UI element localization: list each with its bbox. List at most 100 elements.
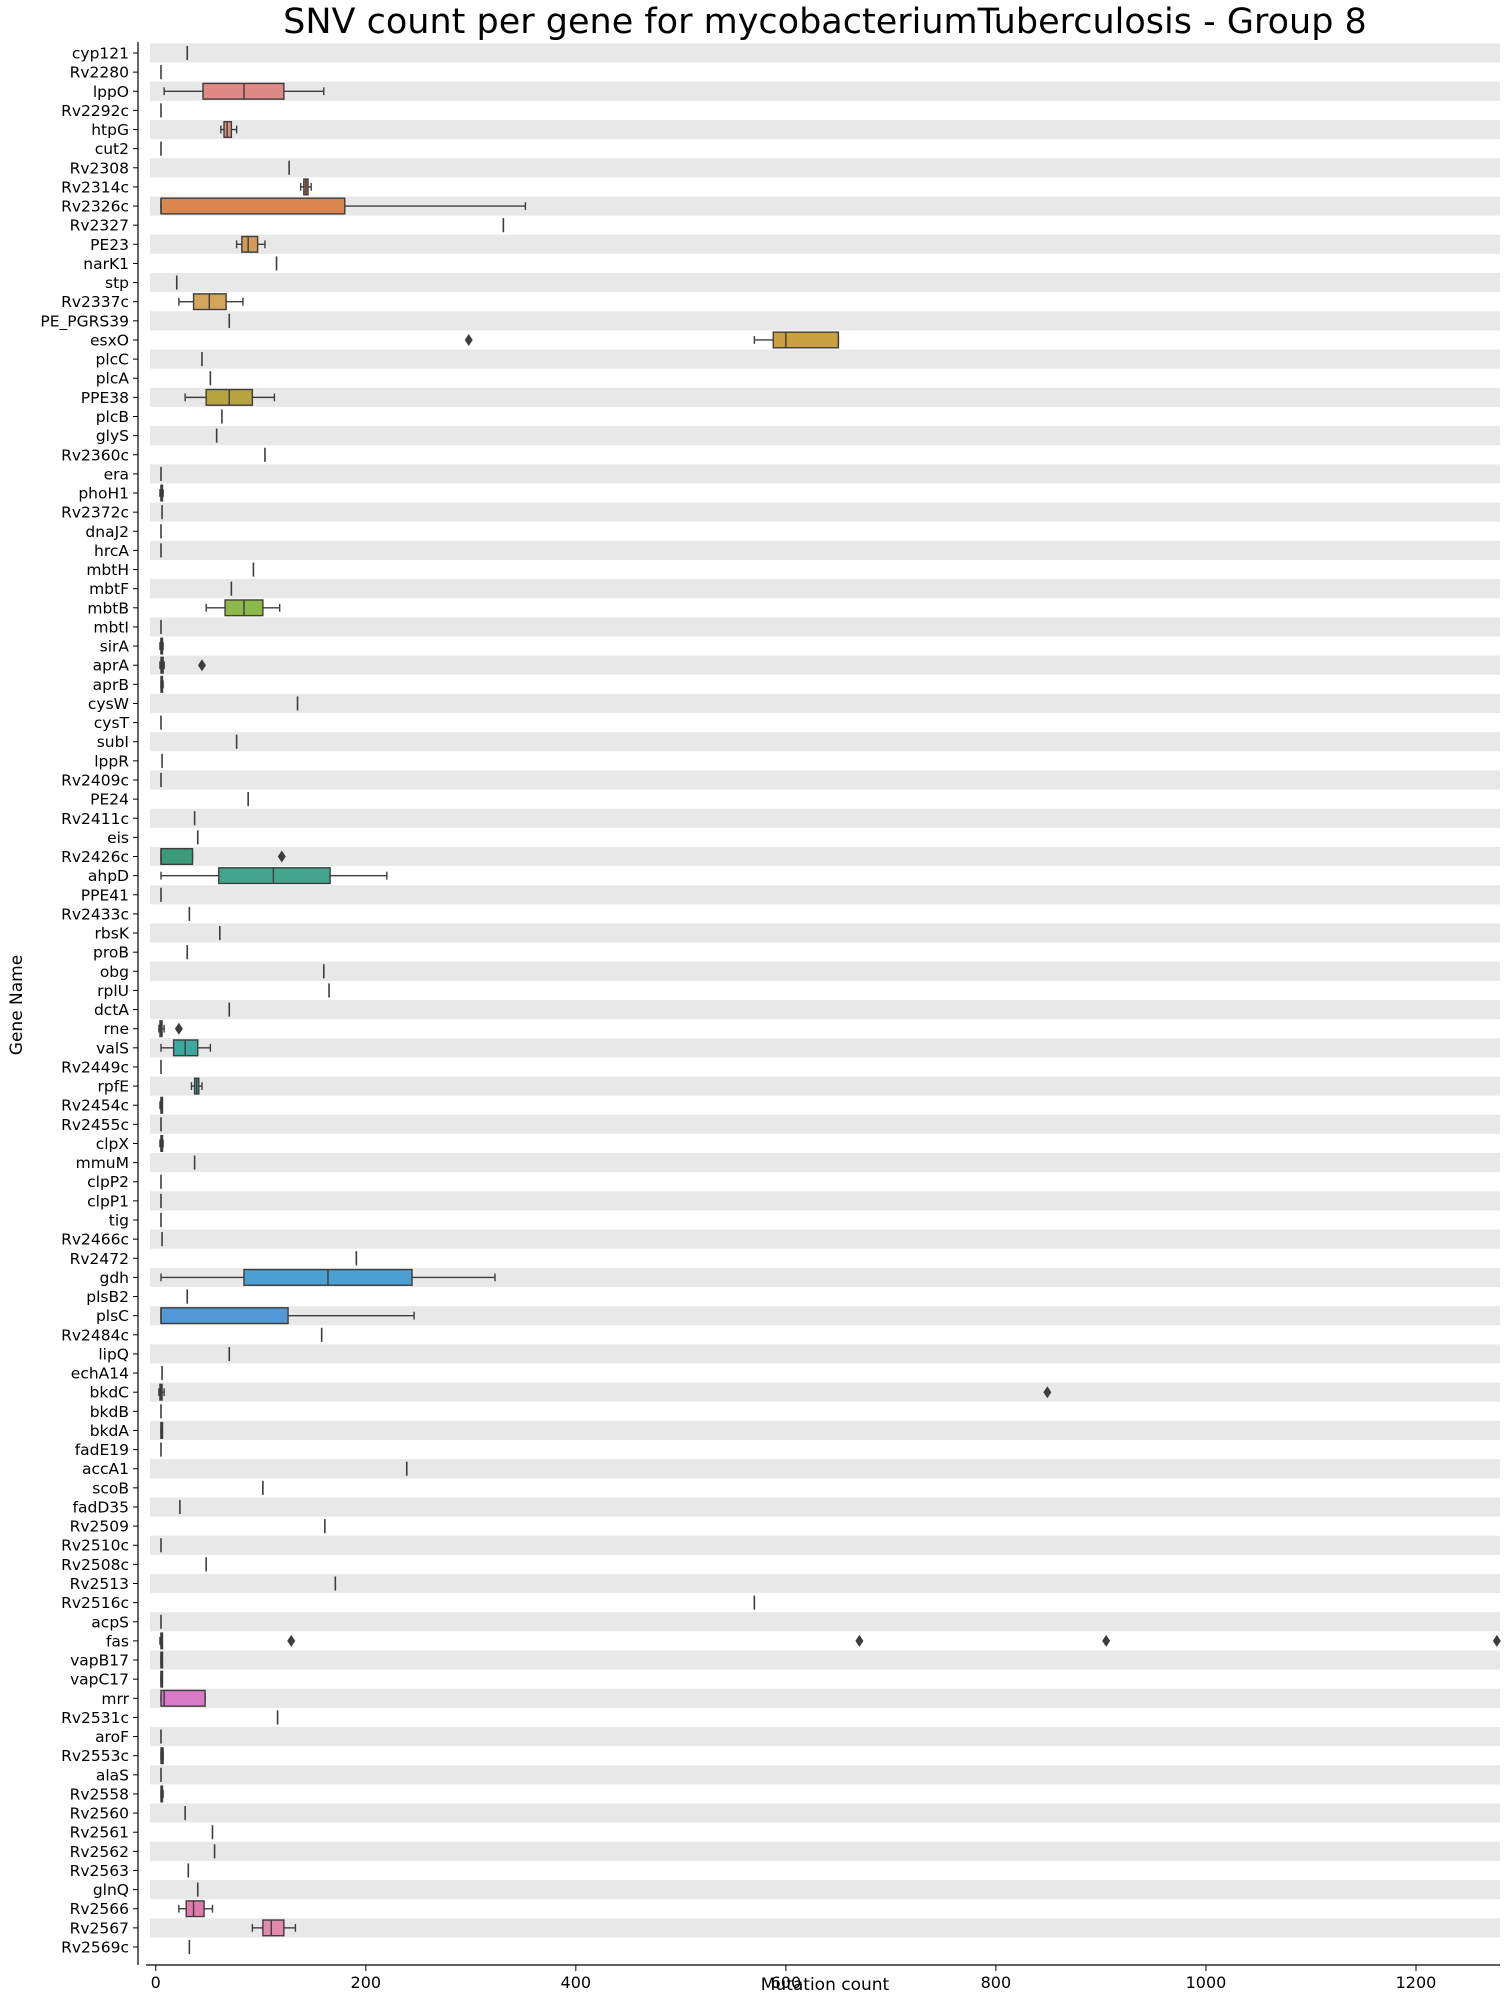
gene-box-lppO: [163, 82, 325, 100]
box: [160, 1689, 206, 1707]
y-tick-label: lppR: [94, 752, 129, 770]
x-tick-label: 0: [151, 1973, 161, 1992]
gene-box-mrr: [160, 1689, 206, 1707]
outlier-point: [855, 1634, 864, 1647]
y-tick-label: Rv2508c: [61, 1556, 129, 1574]
row-band: [150, 81, 1500, 101]
gene-box-PPE38: [184, 388, 276, 406]
gene-box-aprA: [159, 656, 206, 674]
outlier-point: [464, 333, 473, 346]
box: [160, 847, 194, 866]
y-tick-label: mrr: [101, 1690, 129, 1708]
row-band: [150, 426, 1500, 446]
y-tick-label: Rv2531c: [61, 1709, 129, 1727]
y-tick-label: era: [104, 465, 129, 483]
y-tick-label: glyS: [96, 427, 129, 445]
y-tick-label: cysW: [88, 695, 129, 713]
row-band: [150, 846, 1500, 867]
y-tick-label: cut2: [95, 140, 129, 158]
row-band: [150, 1726, 1500, 1747]
row-band: [150, 234, 1500, 254]
y-tick-label: dctA: [94, 1001, 129, 1019]
y-tick-label: Rv2314c: [61, 178, 129, 196]
y-tick-label: Rv2372c: [61, 504, 129, 522]
y-tick-label: mbtI: [93, 618, 129, 636]
outlier-point: [277, 850, 286, 863]
y-tick-label: htpG: [91, 121, 129, 139]
y-tick-label: Rv2513: [70, 1575, 129, 1593]
gene-box-Rv2553c: [160, 1747, 164, 1765]
row-band: [150, 158, 1500, 178]
y-tick-label: plcB: [96, 408, 129, 426]
row-band: [150, 1267, 1500, 1287]
row-band: [150, 579, 1500, 599]
y-tick-label: plsB2: [86, 1288, 129, 1306]
y-tick-label: mbtB: [87, 599, 129, 617]
y-tick-label: glnQ: [93, 1881, 129, 1899]
row-band: [150, 540, 1500, 560]
gene-box-Rv2566: [178, 1900, 214, 1918]
y-tick-label: Rv2510c: [61, 1537, 129, 1555]
row-band: [150, 119, 1500, 140]
outlier-point: [1043, 1386, 1052, 1399]
y-tick-label: accA1: [82, 1460, 129, 1478]
y-tick-label: Rv2567: [70, 1919, 129, 1937]
y-tick-label: tig: [109, 1212, 129, 1230]
y-tick-label: esxO: [90, 331, 129, 349]
y-tick-label: Rv2563: [70, 1862, 129, 1880]
y-tick-label: vapB17: [70, 1652, 129, 1670]
x-tick-label: 800: [981, 1973, 1012, 1992]
y-tick-label: Rv2426c: [61, 848, 129, 866]
gene-box-PE23: [235, 235, 266, 253]
y-tick-label: plcA: [96, 370, 130, 388]
row-band: [150, 923, 1500, 943]
y-tick-label: Rv2566: [70, 1900, 129, 1918]
gene-box-Rv2426c: [160, 847, 286, 866]
row-band: [150, 196, 1500, 216]
y-tick-label: Rv2292c: [61, 102, 129, 120]
box: [262, 1919, 285, 1937]
x-tick-label: 400: [561, 1973, 592, 1992]
row-band: [150, 1765, 1500, 1785]
y-tick-label: narK1: [83, 255, 129, 273]
outlier-point: [287, 1634, 296, 1647]
y-tick-label: clpX: [96, 1135, 130, 1153]
y-tick-label: alaS: [96, 1766, 129, 1784]
gene-box-Rv2567: [251, 1919, 297, 1937]
gene-box-Rv2314c: [299, 178, 312, 196]
y-tick-label: Rv2327: [70, 217, 129, 235]
row-band: [150, 502, 1500, 522]
row-band: [150, 1191, 1500, 1211]
y-tick-label: valS: [96, 1039, 129, 1057]
y-tick-label: mmuM: [76, 1154, 129, 1172]
y-tick-label: aprA: [93, 657, 130, 675]
y-tick-label: rne: [104, 1020, 129, 1038]
y-tick-label: Rv2409c: [61, 771, 129, 789]
y-tick-label: Rv2433c: [61, 905, 129, 923]
y-tick-label: PPE38: [81, 389, 129, 407]
row-band: [150, 1918, 1500, 1938]
y-tick-label: Rv2360c: [61, 446, 129, 464]
y-tick-label: bkdB: [90, 1403, 129, 1421]
y-tick-label: Rv2308: [70, 159, 129, 177]
gene-box-Rv2337c: [178, 293, 244, 311]
y-tick-label: clpP2: [87, 1173, 129, 1191]
row-band: [150, 1114, 1500, 1134]
row-band: [150, 273, 1500, 293]
y-tick-label: Rv2560: [70, 1805, 129, 1823]
y-tick-label: bkdC: [90, 1384, 129, 1402]
y-tick-label: PE_PGRS39: [40, 312, 129, 331]
y-tick-label: rbsK: [95, 925, 130, 943]
y-tick-label: aroF: [95, 1728, 129, 1746]
y-tick-label: Rv2466c: [61, 1231, 129, 1249]
row-band: [150, 1344, 1500, 1364]
row-band: [150, 1573, 1500, 1594]
gene-box-bkdC: [158, 1383, 1052, 1401]
y-tick-label: stp: [105, 274, 129, 292]
row-band: [150, 1229, 1500, 1249]
y-tick-label: phoH1: [78, 485, 129, 503]
row-band: [150, 387, 1500, 407]
y-tick-label: aprB: [93, 676, 129, 694]
row-band: [150, 1459, 1500, 1479]
